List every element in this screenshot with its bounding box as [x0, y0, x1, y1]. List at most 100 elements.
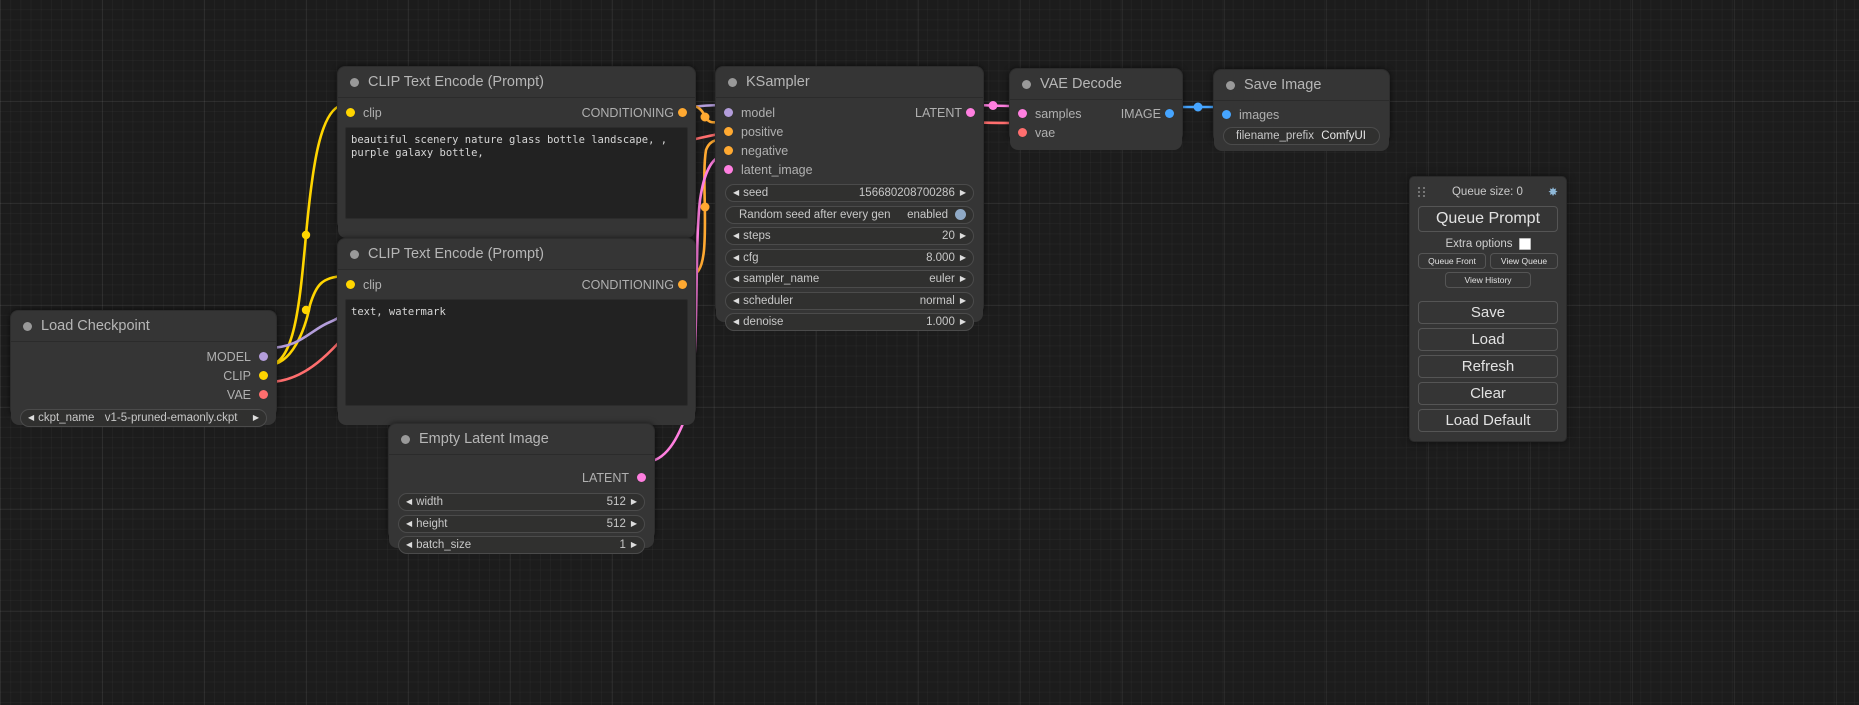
decrement-arrow-icon[interactable]: ◀: [733, 252, 740, 262]
conditioning-output-dot-icon[interactable]: [678, 280, 687, 289]
prompt-textarea[interactable]: beautiful scenery nature glass bottle la…: [345, 127, 688, 219]
node-empty-latent-image[interactable]: Empty Latent Image LATENT ◀ width 512 ▶ …: [388, 423, 655, 554]
decrement-arrow-icon[interactable]: ◀: [406, 518, 413, 528]
node-save-image[interactable]: Save Image images filename_prefix ComfyU…: [1213, 69, 1390, 151]
widget-denoise[interactable]: ◀ denoise 1.000 ▶: [725, 313, 974, 331]
clip-input-dot-icon[interactable]: [346, 108, 355, 117]
increment-arrow-icon[interactable]: ▶: [630, 518, 637, 528]
output-slot-vae[interactable]: VAE: [11, 386, 276, 403]
node-header[interactable]: Load Checkpoint: [11, 311, 276, 341]
output-slot-model[interactable]: MODEL: [11, 348, 276, 365]
collapse-dot-icon[interactable]: [401, 434, 410, 444]
collapse-dot-icon[interactable]: [1022, 79, 1031, 89]
node-clip-text-encode-positive[interactable]: CLIP Text Encode (Prompt) clip CONDITION…: [337, 66, 696, 238]
images-input-dot-icon[interactable]: [1222, 110, 1231, 119]
widget-seed[interactable]: ◀ seed 156680208700286 ▶: [725, 184, 974, 202]
collapse-dot-icon[interactable]: [728, 77, 737, 87]
load-default-button[interactable]: Load Default: [1418, 409, 1558, 432]
node-header[interactable]: CLIP Text Encode (Prompt): [338, 239, 695, 269]
decrement-arrow-icon[interactable]: ◀: [733, 231, 740, 240]
image-output-dot-icon[interactable]: [1165, 109, 1174, 118]
latent-output-dot-icon[interactable]: [966, 108, 975, 117]
collapse-dot-icon[interactable]: [23, 321, 32, 331]
positive-input-dot-icon[interactable]: [724, 127, 733, 136]
widget-height[interactable]: ◀ height 512 ▶: [398, 514, 645, 533]
input-slot-latent-image[interactable]: latent_image: [716, 161, 983, 178]
queue-prompt-button[interactable]: Queue Prompt: [1418, 206, 1558, 232]
input-slot-clip[interactable]: clip CONDITIONING: [338, 104, 695, 121]
model-output-dot-icon[interactable]: [259, 352, 268, 361]
node-header[interactable]: VAE Decode: [1010, 69, 1182, 99]
input-slot-negative[interactable]: negative: [716, 142, 983, 159]
toggle-indicator-icon[interactable]: [955, 209, 966, 220]
next-arrow-icon[interactable]: ▶: [959, 295, 966, 305]
increment-arrow-icon[interactable]: ▶: [959, 188, 966, 197]
previous-arrow-icon[interactable]: ◀: [733, 295, 740, 305]
next-arrow-icon[interactable]: ▶: [252, 413, 259, 422]
extra-options-checkbox[interactable]: [1518, 238, 1531, 250]
refresh-button[interactable]: Refresh: [1418, 355, 1558, 378]
view-history-button[interactable]: View History: [1445, 272, 1531, 288]
output-slot-latent[interactable]: LATENT: [389, 469, 654, 486]
previous-arrow-icon[interactable]: ◀: [733, 274, 740, 283]
samples-input-dot-icon[interactable]: [1018, 109, 1027, 118]
node-vae-decode[interactable]: VAE Decode samples IMAGE vae: [1009, 68, 1183, 150]
decrement-arrow-icon[interactable]: ◀: [406, 497, 413, 506]
prompt-textarea[interactable]: text, watermark: [345, 299, 688, 406]
latent-output-dot-icon[interactable]: [637, 473, 646, 482]
widget-scheduler[interactable]: ◀ scheduler normal ▶: [725, 291, 974, 310]
next-arrow-icon[interactable]: ▶: [959, 274, 966, 283]
extra-options-row[interactable]: Extra options: [1418, 238, 1558, 250]
collapse-dot-icon[interactable]: [350, 249, 359, 259]
node-header[interactable]: CLIP Text Encode (Prompt): [338, 67, 695, 97]
collapse-dot-icon[interactable]: [350, 77, 359, 87]
vae-output-dot-icon[interactable]: [259, 390, 268, 399]
view-queue-button[interactable]: View Queue: [1490, 253, 1558, 269]
widget-sampler-name[interactable]: ◀ sampler_name euler ▶: [725, 270, 974, 288]
decrement-arrow-icon[interactable]: ◀: [733, 188, 740, 197]
drag-handle-icon[interactable]: [1418, 186, 1427, 198]
negative-input-dot-icon[interactable]: [724, 146, 733, 155]
save-button[interactable]: Save: [1418, 301, 1558, 324]
output-slot-clip[interactable]: CLIP: [11, 367, 276, 384]
widget-steps[interactable]: ◀ steps 20 ▶: [725, 227, 974, 245]
decrement-arrow-icon[interactable]: ◀: [406, 540, 413, 549]
input-slot-model[interactable]: model LATENT: [716, 104, 983, 121]
widget-cfg[interactable]: ◀ cfg 8.000 ▶: [725, 248, 974, 267]
widget-batch-size[interactable]: ◀ batch_size 1 ▶: [398, 536, 645, 554]
comfy-menu-panel[interactable]: Queue size: 0 ✸ Queue Prompt Extra optio…: [1409, 176, 1567, 442]
clip-input-dot-icon[interactable]: [346, 280, 355, 289]
node-header[interactable]: Save Image: [1214, 70, 1389, 100]
node-header[interactable]: Empty Latent Image: [389, 424, 654, 454]
increment-arrow-icon[interactable]: ▶: [630, 540, 637, 549]
clip-output-dot-icon[interactable]: [259, 371, 268, 380]
collapse-dot-icon[interactable]: [1226, 80, 1235, 90]
vae-input-dot-icon[interactable]: [1018, 128, 1027, 137]
increment-arrow-icon[interactable]: ▶: [959, 252, 966, 262]
widget-filename-prefix[interactable]: filename_prefix ComfyUI: [1223, 127, 1380, 145]
widget-random-seed-toggle[interactable]: Random seed after every gen enabled: [725, 205, 974, 224]
increment-arrow-icon[interactable]: ▶: [630, 497, 637, 506]
input-slot-images[interactable]: images: [1214, 106, 1389, 123]
load-button[interactable]: Load: [1418, 328, 1558, 351]
previous-arrow-icon[interactable]: ◀: [28, 413, 35, 422]
increment-arrow-icon[interactable]: ▶: [959, 317, 966, 326]
node-clip-text-encode-negative[interactable]: CLIP Text Encode (Prompt) clip CONDITION…: [337, 238, 696, 425]
increment-arrow-icon[interactable]: ▶: [959, 231, 966, 240]
queue-front-button[interactable]: Queue Front: [1418, 253, 1486, 269]
input-slot-clip[interactable]: clip CONDITIONING: [338, 276, 695, 293]
latent-image-input-dot-icon[interactable]: [724, 165, 733, 174]
node-header[interactable]: KSampler: [716, 67, 983, 97]
gear-icon[interactable]: ✸: [1547, 185, 1558, 199]
input-slot-samples[interactable]: samples IMAGE: [1010, 105, 1182, 122]
decrement-arrow-icon[interactable]: ◀: [733, 317, 740, 326]
input-slot-vae[interactable]: vae: [1010, 124, 1182, 141]
node-ksampler[interactable]: KSampler model LATENT positive negative …: [715, 66, 984, 331]
widget-width[interactable]: ◀ width 512 ▶: [398, 493, 645, 511]
model-input-dot-icon[interactable]: [724, 108, 733, 117]
input-slot-positive[interactable]: positive: [716, 123, 983, 140]
node-load-checkpoint[interactable]: Load Checkpoint MODEL CLIP VAE ◀ ckpt_na…: [10, 310, 277, 427]
conditioning-output-dot-icon[interactable]: [678, 108, 687, 117]
widget-ckpt-name[interactable]: ◀ ckpt_name v1-5-pruned-emaonly.ckpt ▶: [20, 409, 267, 427]
